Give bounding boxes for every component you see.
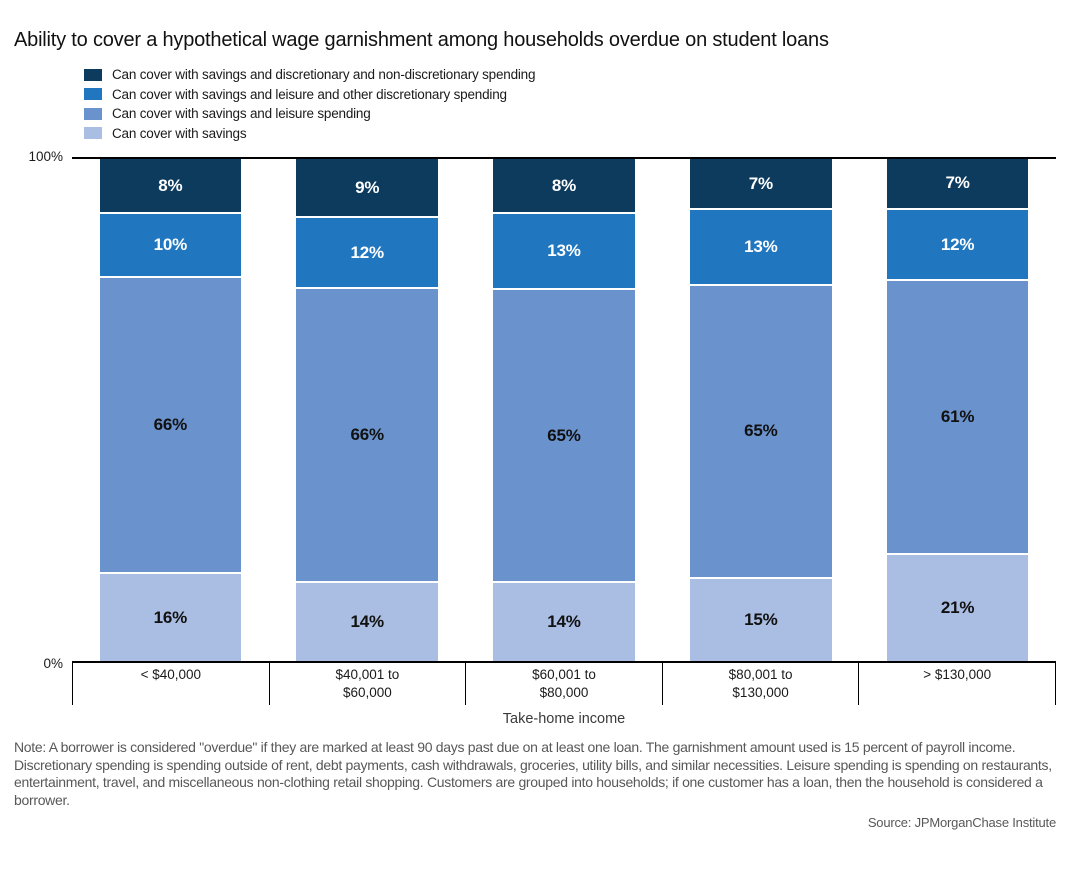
page-title: Ability to cover a hypothetical wage gar…	[14, 29, 829, 51]
bar-segment: 65%	[493, 290, 635, 581]
legend-label: Can cover with savings	[112, 125, 247, 141]
legend-swatch	[84, 127, 102, 140]
segment-value-label: 66%	[350, 425, 384, 445]
bar-segment: 61%	[886, 281, 1029, 553]
bar-segment: 9%	[296, 159, 439, 217]
segment-value-label: 9%	[355, 177, 380, 197]
stacked-bar: 9% 12% 66% 14%	[296, 159, 439, 661]
bar-slot: 9% 12% 66% 14%	[269, 159, 466, 661]
bar-segment: 10%	[99, 214, 242, 276]
stacked-bar: 8% 13% 65% 14%	[493, 159, 635, 661]
segment-value-label: 61%	[940, 406, 975, 426]
segment-value-label: 21%	[940, 597, 975, 617]
x-category-label: < $40,000	[72, 663, 269, 705]
bar-segment: 7%	[886, 159, 1029, 208]
segment-value-label: 65%	[744, 421, 778, 441]
legend-item: Can cover with savings and leisure spend…	[84, 104, 1056, 124]
segment-value-label: 8%	[551, 175, 577, 195]
legend: Can cover with savings and discretionary…	[84, 65, 1056, 143]
legend-label: Can cover with savings and leisure and o…	[112, 86, 507, 102]
bar-segment: 14%	[493, 582, 635, 661]
bar-segment: 21%	[886, 554, 1029, 661]
x-axis-title: Take-home income	[502, 711, 626, 727]
bar-segment: 12%	[886, 209, 1029, 280]
legend-item: Can cover with savings and leisure and o…	[84, 85, 1056, 105]
segment-value-label: 13%	[547, 241, 581, 261]
bar-segment: 16%	[99, 574, 242, 661]
bar-segment: 8%	[99, 159, 242, 213]
bar-segment: 13%	[493, 214, 635, 289]
legend-label: Can cover with savings and leisure spend…	[112, 106, 371, 122]
source-credit: Source: JPMorganChase Institute	[867, 815, 1056, 830]
page: Ability to cover a hypothetical wage gar…	[0, 28, 1070, 830]
x-category-label: > $130,000	[858, 663, 1056, 705]
legend-swatch	[84, 68, 102, 81]
segment-value-label: 7%	[748, 173, 773, 193]
plot-column: 8% 10% 66% 16% 9% 12% 66% 14% 8% 13% 65% 14% 7% 13% 65…	[72, 157, 1056, 727]
segment-value-label: 10%	[153, 235, 188, 255]
bar-segment: 66%	[296, 289, 439, 582]
y-axis: 100% 0%	[14, 149, 72, 671]
segment-value-label: 66%	[153, 415, 188, 435]
segment-value-label: 15%	[744, 609, 778, 629]
segment-value-label: 12%	[940, 234, 975, 254]
segment-value-label: 65%	[547, 425, 581, 445]
legend-swatch	[84, 107, 102, 120]
y-axis-top-label: 100%	[28, 149, 63, 164]
bar-slot: 7% 12% 61% 21%	[859, 159, 1056, 661]
x-axis-labels: < $40,000 $40,001 to $60,000 $60,001 to $8…	[72, 663, 1056, 705]
x-category-label: $60,001 to $80,000	[465, 663, 662, 705]
bar-segment: 65%	[689, 286, 832, 577]
segment-value-label: 16%	[153, 607, 188, 627]
y-axis-bottom-label: 0%	[43, 656, 63, 671]
bar-segment: 66%	[99, 277, 242, 573]
legend-swatch	[84, 88, 102, 101]
bar-slot: 8% 13% 65% 14%	[466, 159, 663, 661]
bar-slot: 8% 10% 66% 16%	[72, 159, 269, 661]
segment-value-label: 14%	[547, 611, 581, 631]
plot-area: 8% 10% 66% 16% 9% 12% 66% 14% 8% 13% 65% 14% 7% 13% 65…	[72, 157, 1056, 663]
legend-item: Can cover with savings	[84, 124, 1056, 144]
segment-value-label: 8%	[158, 175, 183, 195]
bar-segment: 12%	[296, 218, 439, 288]
legend-item: Can cover with savings and discretionary…	[84, 65, 1056, 85]
stacked-bar: 7% 12% 61% 21%	[886, 159, 1029, 661]
segment-value-label: 14%	[350, 612, 384, 632]
footnote: Note: A borrower is considered "overdue"…	[14, 739, 1052, 808]
bar-segment: 7%	[689, 159, 832, 209]
stacked-bar: 7% 13% 65% 15%	[689, 159, 832, 662]
bar-segment: 14%	[296, 583, 439, 661]
x-category-label: $40,001 to $60,000	[268, 663, 466, 705]
chart: 100% 0% 8% 10% 66% 16% 9% 12% 66% 14% 8% 13% 65% 14…	[14, 149, 1056, 727]
stacked-bar: 8% 10% 66% 16%	[99, 159, 242, 661]
bar-segment: 15%	[689, 578, 832, 662]
bar-segment: 13%	[689, 210, 832, 285]
bar-segment: 8%	[493, 159, 635, 213]
segment-value-label: 12%	[350, 242, 384, 262]
segment-value-label: 7%	[945, 173, 970, 193]
segment-value-label: 13%	[744, 237, 778, 257]
x-category-label: $80,001 to $130,000	[661, 663, 859, 705]
legend-label: Can cover with savings and discretionary…	[112, 67, 536, 83]
bar-slot: 7% 13% 65% 15%	[662, 159, 859, 662]
